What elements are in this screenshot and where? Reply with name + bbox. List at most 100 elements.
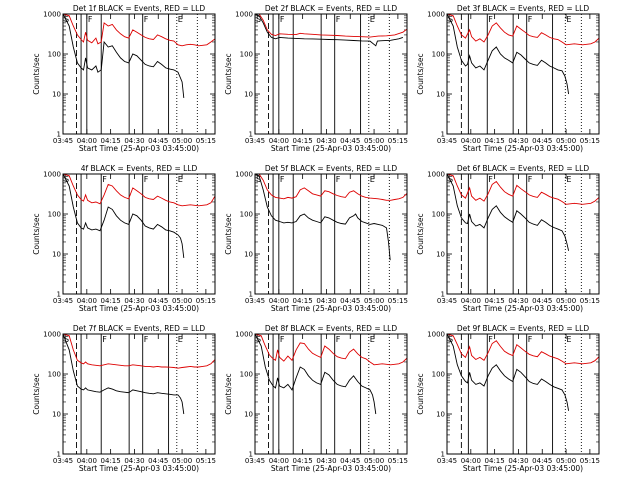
x-axis-label: Start Time (25-Apr-03 03:45:00) <box>79 144 199 153</box>
x-tick-label: 03:45 <box>53 457 73 465</box>
x-tick-label: 04:30 <box>316 297 336 305</box>
x-tick-label: 04:45 <box>532 297 552 305</box>
x-tick-label: 04:30 <box>124 297 144 305</box>
x-tick-label: 04:00 <box>77 457 97 465</box>
x-tick-label: 04:45 <box>148 137 168 145</box>
y-tick-label: 1 <box>249 451 253 459</box>
y-tick-label: 10 <box>436 411 445 419</box>
x-tick-label: 05:15 <box>388 297 408 305</box>
plot-frame <box>446 333 600 455</box>
panel-5: Det 5f BLACK = Events, RED = LLD Counts/s… <box>224 164 408 313</box>
y-tick-label: 1000 <box>43 171 61 179</box>
y-tick-label: 10 <box>52 411 61 419</box>
y-tick-label: 1000 <box>235 11 253 19</box>
x-tick-label: 03:45 <box>53 137 73 145</box>
x-tick-label: 04:00 <box>461 297 481 305</box>
panel-title: Det 1f BLACK = Events, RED = LLD <box>73 4 206 13</box>
x-tick-label: 03:45 <box>437 457 457 465</box>
x-tick-label: 05:00 <box>364 297 384 305</box>
y-tick-label: 100 <box>240 211 253 219</box>
y-tick-label: 100 <box>48 371 61 379</box>
x-tick-label: 05:15 <box>580 137 600 145</box>
x-tick-label: 05:00 <box>172 457 192 465</box>
x-tick-label: 04:15 <box>485 137 505 145</box>
x-tick-label: 04:30 <box>508 297 528 305</box>
x-tick-label: 05:00 <box>364 137 384 145</box>
x-tick-label: 04:45 <box>532 457 552 465</box>
x-axis-label: Start Time (25-Apr-03 03:45:00) <box>271 304 391 313</box>
panel-title: 4f BLACK = Events, RED = LLD <box>81 164 198 173</box>
y-tick-label: 100 <box>48 211 61 219</box>
panel-title: Det 8f BLACK = Events, RED = LLD <box>265 324 398 333</box>
x-tick-label: 04:00 <box>461 137 481 145</box>
segment-marker-label: F <box>336 175 341 184</box>
x-tick-label: 05:00 <box>172 297 192 305</box>
x-tick-label: 05:00 <box>556 457 576 465</box>
panel-title: Det 2f BLACK = Events, RED = LLD <box>265 4 398 13</box>
segment-marker-label: S <box>448 15 453 24</box>
segment-marker-label: S <box>64 335 69 344</box>
x-tick-label: 04:30 <box>508 137 528 145</box>
x-tick-label: 04:45 <box>532 137 552 145</box>
y-tick-label: 100 <box>240 51 253 59</box>
x-tick-label: 03:45 <box>53 297 73 305</box>
segment-marker-label: F <box>528 175 533 184</box>
panel-title: Det 6f BLACK = Events, RED = LLD <box>457 164 590 173</box>
x-tick-label: 03:45 <box>245 137 265 145</box>
x-tick-label: 04:30 <box>508 457 528 465</box>
x-axis-label: Start Time (25-Apr-03 03:45:00) <box>271 144 391 153</box>
segment-marker-label: E <box>566 15 571 24</box>
segment-marker-label: S <box>64 175 69 184</box>
segment-marker-label: F <box>102 175 107 184</box>
y-tick-label: 1 <box>441 291 445 299</box>
y-tick-label: 1 <box>57 131 61 139</box>
lld-series-line <box>63 14 215 47</box>
events-series-line <box>255 174 391 261</box>
panel-1: Det 1f BLACK = Events, RED = LLD Counts/s… <box>32 4 216 153</box>
segment-marker-label: E <box>370 175 375 184</box>
y-axis-label: Counts/sec <box>416 213 425 254</box>
x-tick-label: 04:45 <box>340 297 360 305</box>
plot-frame <box>446 13 600 135</box>
panel-title: Det 3f BLACK = Events, RED = LLD <box>457 4 590 13</box>
lld-series-line <box>255 334 407 366</box>
panel-8: Det 8f BLACK = Events, RED = LLD Counts/s… <box>224 324 408 473</box>
panel-6: Det 6f BLACK = Events, RED = LLD Counts/s… <box>416 164 600 313</box>
x-tick-label: 04:00 <box>77 137 97 145</box>
x-tick-label: 04:15 <box>485 297 505 305</box>
x-tick-label: 04:30 <box>316 137 336 145</box>
events-series-line <box>447 174 570 251</box>
x-tick-label: 04:30 <box>124 137 144 145</box>
x-tick-label: 04:15 <box>293 137 313 145</box>
x-tick-label: 04:00 <box>269 457 289 465</box>
y-axis-label: Counts/sec <box>32 373 41 414</box>
x-tick-label: 04:30 <box>316 457 336 465</box>
segment-marker-label: S <box>256 175 261 184</box>
x-tick-label: 05:15 <box>580 297 600 305</box>
x-tick-label: 04:45 <box>148 297 168 305</box>
x-tick-label: 04:15 <box>293 297 313 305</box>
plot-frame <box>62 173 216 295</box>
x-tick-label: 05:15 <box>196 137 216 145</box>
segment-marker-label: F <box>488 335 493 344</box>
segment-marker-label: S <box>256 15 261 24</box>
lld-series-line <box>63 174 215 207</box>
x-tick-label: 05:15 <box>388 457 408 465</box>
y-axis-label: Counts/sec <box>32 213 41 254</box>
events-series-line <box>63 14 185 98</box>
panel-4: 4f BLACK = Events, RED = LLD Counts/sec St… <box>32 164 216 313</box>
segment-marker-label: F <box>488 15 493 24</box>
segment-marker-label: E <box>370 335 375 344</box>
segment-marker-label: E <box>370 15 375 24</box>
y-tick-label: 10 <box>436 91 445 99</box>
x-tick-label: 04:15 <box>101 297 121 305</box>
panel-7: Det 7f BLACK = Events, RED = LLD Counts/s… <box>32 324 216 473</box>
x-tick-label: 05:00 <box>172 137 192 145</box>
segment-marker-label: F <box>336 335 341 344</box>
x-tick-label: 04:15 <box>101 137 121 145</box>
segment-marker-label: F <box>144 175 149 184</box>
x-tick-label: 05:15 <box>388 137 408 145</box>
y-tick-label: 1000 <box>427 331 445 339</box>
y-tick-label: 10 <box>52 251 61 259</box>
y-tick-label: 10 <box>52 91 61 99</box>
